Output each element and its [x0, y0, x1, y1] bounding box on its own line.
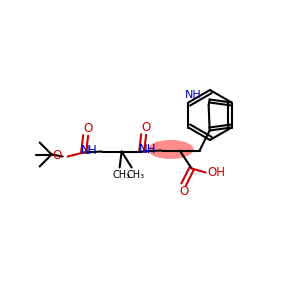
- Text: NH: NH: [139, 143, 157, 156]
- Ellipse shape: [148, 140, 194, 159]
- Text: N: N: [81, 144, 90, 157]
- Text: H: H: [88, 144, 97, 157]
- Text: NH: NH: [185, 91, 202, 100]
- Text: O: O: [83, 122, 92, 135]
- Text: OH: OH: [208, 166, 226, 179]
- Text: CH₃: CH₃: [127, 169, 145, 179]
- Text: O: O: [141, 121, 150, 134]
- Text: O: O: [52, 149, 62, 162]
- Text: CH₃: CH₃: [112, 169, 131, 179]
- Text: O: O: [179, 185, 188, 198]
